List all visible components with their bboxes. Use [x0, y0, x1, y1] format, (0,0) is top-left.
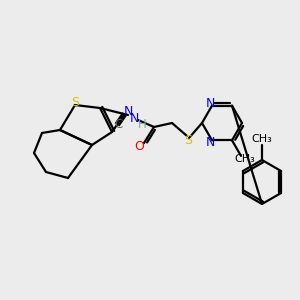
Text: N: N — [205, 97, 215, 110]
Text: CH₃: CH₃ — [235, 154, 255, 164]
Text: S: S — [71, 95, 79, 109]
Text: O: O — [134, 140, 144, 154]
Text: N: N — [205, 136, 215, 149]
Text: CH₃: CH₃ — [252, 134, 272, 144]
Text: H: H — [138, 118, 146, 130]
Text: S: S — [184, 134, 192, 148]
Text: N: N — [129, 112, 139, 124]
Text: N: N — [124, 106, 133, 118]
Text: C: C — [114, 118, 122, 131]
